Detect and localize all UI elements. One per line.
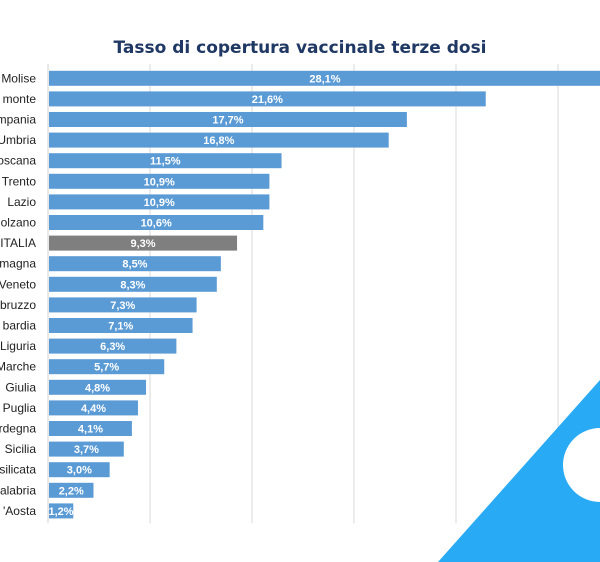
- value-label: 3,0%: [67, 465, 92, 477]
- bar-giulia: [49, 379, 147, 395]
- value-label: 4,1%: [78, 424, 103, 436]
- category-label: oscana: [0, 154, 36, 168]
- bar-oscana: [49, 153, 282, 169]
- bar-molise: [49, 70, 600, 86]
- category-label: magna: [0, 257, 36, 271]
- value-label: 8,5%: [122, 259, 147, 271]
- chart-title: Tasso di copertura vaccinale terze dosi: [113, 38, 487, 58]
- value-label: 2,2%: [59, 485, 84, 497]
- category-label: Puglia: [3, 401, 37, 415]
- category-label: Marche: [0, 360, 36, 374]
- bar-trento: [49, 173, 270, 189]
- category-label: Molise: [1, 71, 36, 85]
- bar-italia: [49, 235, 238, 251]
- category-label: olzano: [1, 216, 37, 230]
- bar-olzano: [49, 215, 264, 230]
- bar-bruzzo: [49, 297, 197, 313]
- value-label: 5,7%: [94, 362, 119, 374]
- bar-aosta: [49, 503, 74, 519]
- value-label: 7,3%: [110, 300, 135, 312]
- category-label: bardia: [3, 319, 37, 333]
- grid-lines: [47, 64, 559, 524]
- category-label: ITALIA: [0, 236, 36, 250]
- category-label: silicata: [0, 463, 36, 477]
- bar-bardia: [49, 318, 193, 333]
- bar-liguria: [49, 338, 177, 354]
- category-label: Veneto: [0, 277, 36, 291]
- category-label: alabria: [0, 483, 36, 497]
- value-label: 28,1%: [309, 73, 340, 85]
- value-label: 11,5%: [150, 156, 181, 168]
- value-label: 7,1%: [108, 321, 133, 333]
- category-label: monte: [3, 92, 37, 106]
- category-label: Sicilia: [5, 442, 37, 456]
- value-label: 3,7%: [74, 444, 99, 456]
- bar-mpania: [49, 112, 407, 127]
- category-label: Trento: [2, 174, 37, 188]
- value-label: 4,4%: [81, 403, 106, 415]
- value-label: 9,3%: [130, 238, 155, 250]
- bar-rdegna: [49, 421, 132, 436]
- bar-monte: [49, 91, 486, 107]
- category-label: Giulia: [5, 380, 36, 394]
- value-label: 10,9%: [144, 197, 175, 209]
- bar-alabria: [49, 482, 94, 498]
- bar-silicata: [49, 462, 110, 478]
- white-arc-decoration: [563, 428, 600, 502]
- value-label: 10,6%: [141, 218, 172, 230]
- bars: [49, 70, 600, 519]
- bar-marche: [49, 359, 165, 375]
- category-label: Umbria: [0, 133, 36, 147]
- value-label: 4,8%: [85, 382, 110, 394]
- bar-magna: [49, 256, 221, 272]
- category-label: Liguria: [0, 339, 36, 353]
- bar-veneto: [49, 276, 217, 292]
- blue-triangle-decoration: [438, 380, 600, 562]
- value-label: 10,9%: [144, 176, 175, 188]
- value-label: 21,6%: [252, 94, 283, 106]
- category-label: mpania: [0, 113, 36, 127]
- category-label: 'Aosta: [3, 504, 36, 518]
- category-label: Lazio: [7, 195, 36, 209]
- category-labels: Molise monte mpania Umbria oscana Trento Lazio…: [0, 71, 36, 518]
- category-label: rdegna: [0, 422, 36, 436]
- value-label: 1,2%: [48, 506, 73, 518]
- value-label: 8,3%: [120, 279, 145, 291]
- bar-sicilia: [49, 441, 124, 457]
- bar-puglia: [49, 400, 138, 416]
- value-label: 17,7%: [212, 115, 243, 127]
- category-label: bruzzo: [0, 298, 36, 312]
- bar-umbria: [49, 132, 389, 148]
- value-label: 16,8%: [203, 135, 234, 147]
- bar-lazio: [49, 194, 270, 210]
- value-labels: 28,1% 21,6% 17,7% 16,8% 11,5% 10,9% 10,9% 10,6%…: [48, 73, 340, 518]
- value-label: 6,3%: [100, 341, 125, 353]
